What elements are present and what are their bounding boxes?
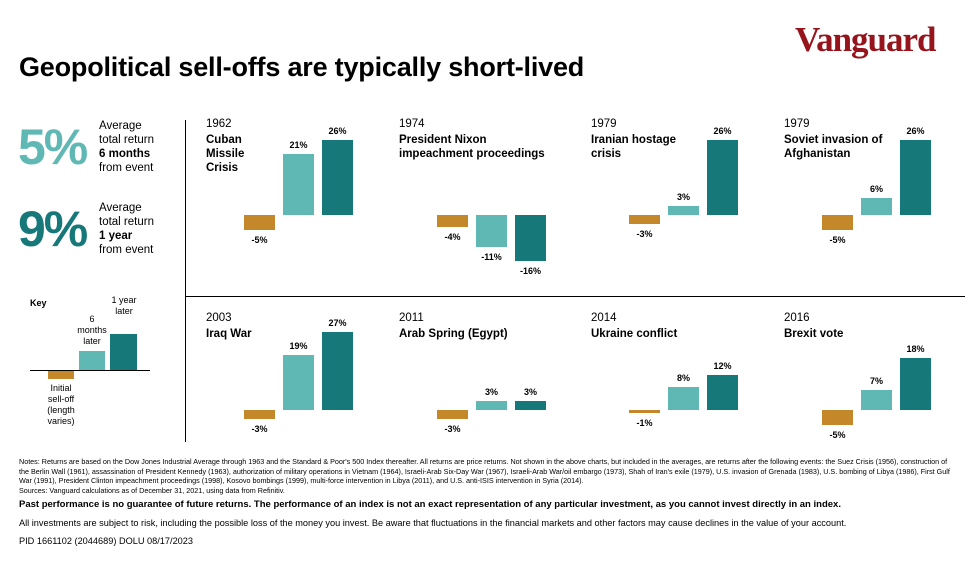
key-selloff-bar	[48, 370, 74, 379]
event-year: 1962	[206, 118, 232, 130]
bar-value-label: 26%	[328, 125, 347, 136]
summary-line: from event	[99, 162, 154, 174]
bar-selloff	[822, 410, 853, 425]
key-1-year-bar	[110, 334, 137, 370]
summary-line: Average	[99, 202, 142, 214]
key-selloff-label: Initial sell-off (length varies)	[47, 383, 75, 426]
bar-value-label: -3%	[444, 423, 461, 434]
bar-6-month	[476, 215, 507, 247]
bar-value-label: -3%	[636, 228, 653, 239]
bar-value-label: 3%	[484, 387, 498, 398]
summary-6-month-text: Average total return 6 months from event	[99, 119, 154, 175]
bar-selloff	[437, 410, 468, 419]
summary-1-year-text: Average total return 1 year from event	[99, 201, 154, 257]
event-year: 1979	[591, 118, 617, 130]
bar-6-month	[283, 154, 314, 215]
bar-value-label: -5%	[829, 429, 846, 440]
event-title: Arab Spring (Egypt)	[399, 328, 508, 340]
divider-vertical	[185, 120, 186, 442]
bar-selloff	[244, 410, 275, 419]
divider-horizontal	[185, 296, 965, 297]
bar-value-label: 8%	[676, 372, 690, 383]
bar-value-label: 3%	[676, 192, 690, 203]
event-year: 1974	[399, 118, 425, 130]
bar-1-year	[322, 331, 353, 410]
summary-6-month-value: 5%	[18, 119, 88, 175]
bar-value-label: -4%	[444, 231, 461, 242]
risk-disclaimer: All investments are subject to risk, inc…	[19, 518, 847, 528]
bar-value-label: -3%	[251, 423, 268, 434]
bar-value-label: 12%	[713, 361, 732, 372]
sources-text: Sources: Vanguard calculations as of Dec…	[19, 486, 285, 495]
summary-line: total return	[99, 216, 154, 228]
event-title: Brexit vote	[784, 328, 844, 340]
bar-selloff	[629, 215, 660, 224]
event-year: 1979	[784, 118, 810, 130]
key-baseline	[30, 370, 150, 371]
bar-value-label: 21%	[289, 140, 308, 151]
bar-value-label: 26%	[906, 125, 925, 136]
bar-6-month	[283, 354, 314, 410]
summary-period: 6 months	[99, 148, 151, 160]
bar-6-month	[668, 386, 699, 410]
bar-value-label: 26%	[713, 125, 732, 136]
bar-value-label: -11%	[481, 251, 502, 262]
bar-value-label: 6%	[869, 183, 883, 194]
event-year: 2016	[784, 312, 810, 324]
summary-line: from event	[99, 244, 154, 256]
pid-text: PID 1661102 (2044689) DOLU 08/17/2023	[19, 536, 194, 546]
event-title: Soviet invasion of Afghanistan	[784, 134, 883, 160]
bar-1-year	[515, 401, 546, 410]
bar-value-label: 7%	[869, 375, 883, 386]
bar-6-month	[476, 401, 507, 410]
bar-selloff	[437, 215, 468, 227]
bar-selloff	[629, 410, 660, 413]
summary-line: total return	[99, 134, 154, 146]
bar-1-year	[707, 375, 738, 410]
bar-value-label: -1%	[636, 418, 653, 428]
key-6-month-label: 6 months later	[77, 314, 107, 346]
event-year: 2003	[206, 312, 232, 324]
bar-value-label: -5%	[251, 234, 268, 245]
notes-text: Notes: Returns are based on the Dow Jone…	[19, 457, 950, 485]
bar-1-year	[900, 139, 931, 215]
page-title: Geopolitical sell-offs are typically sho…	[19, 52, 585, 82]
key-title: Key	[30, 298, 47, 308]
key-6-month-bar	[79, 351, 105, 370]
event-title: President Nixon impeachment proceedings	[399, 134, 545, 160]
bar-6-month	[668, 206, 699, 215]
event-title: Iraq War	[206, 328, 252, 340]
bar-selloff	[244, 215, 275, 230]
summary-line: Average	[99, 120, 142, 132]
bar-value-label: 3%	[523, 387, 537, 398]
event-title: Iranian hostage crisis	[591, 134, 676, 160]
bar-value-label: 19%	[289, 340, 308, 351]
event-year: 2014	[591, 312, 617, 324]
bar-value-label: -16%	[519, 266, 541, 277]
bar-value-label: -5%	[829, 234, 846, 245]
past-performance-disclaimer: Past performance is no guarantee of futu…	[19, 499, 841, 510]
bar-1-year	[515, 215, 546, 262]
key-1-year-label: 1 year later	[111, 295, 137, 316]
bar-1-year	[322, 139, 353, 215]
event-year: 2011	[399, 312, 424, 324]
summary-1-year-value: 9%	[18, 201, 88, 257]
bar-value-label: 18%	[906, 343, 925, 354]
event-title: Ukraine conflict	[591, 328, 678, 340]
bar-value-label: 27%	[328, 317, 347, 328]
bar-selloff	[822, 215, 853, 230]
vanguard-logo: Vanguard	[795, 20, 936, 59]
bar-1-year	[707, 139, 738, 215]
bar-6-month	[861, 197, 892, 215]
bar-6-month	[861, 389, 892, 410]
event-title: Cuban Missile Crisis	[206, 134, 245, 174]
bar-1-year	[900, 357, 931, 410]
summary-period: 1 year	[99, 230, 133, 242]
